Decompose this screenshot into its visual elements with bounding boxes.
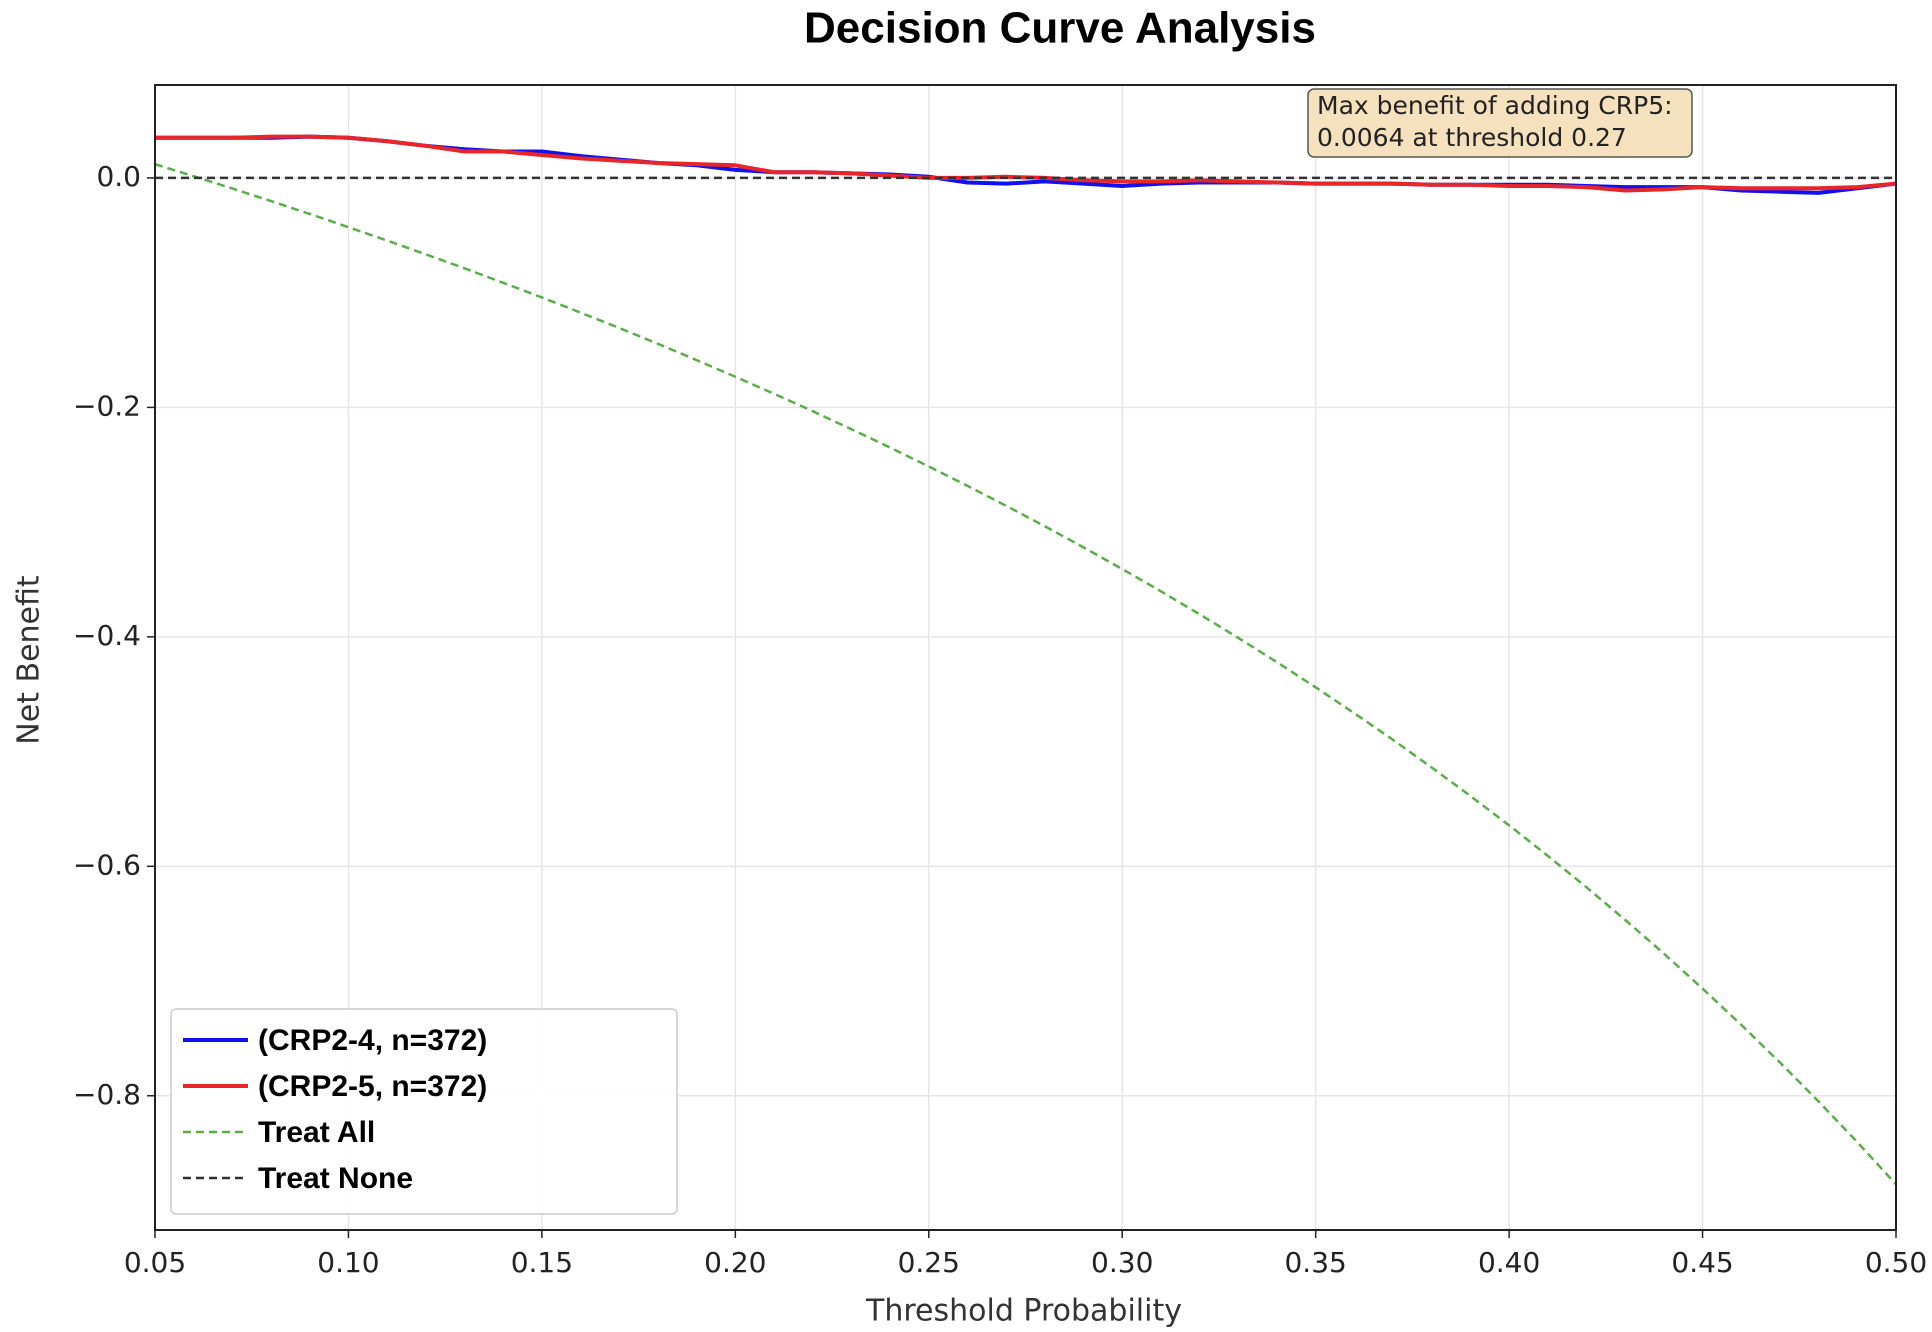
- legend-label: Treat All: [258, 1116, 375, 1149]
- x-tick-label: 0.15: [511, 1246, 573, 1279]
- y-tick-label: −0.2: [73, 389, 141, 422]
- y-tick-label: 0.0: [96, 160, 141, 193]
- y-tick-label: −0.6: [73, 848, 141, 881]
- plot-frame: [154, 84, 1897, 1231]
- annotation-text: Max benefit of adding CRP5:: [1317, 91, 1673, 120]
- x-tick-label: 0.25: [898, 1246, 960, 1279]
- x-axis-label: Threshold Probability: [865, 1294, 1182, 1329]
- y-tick-label: −0.8: [73, 1078, 141, 1111]
- series-line: [155, 134, 1897, 193]
- legend-label: Treat None: [258, 1162, 413, 1195]
- x-tick-label: 0.10: [317, 1246, 379, 1279]
- x-tick-label: 0.05: [124, 1246, 186, 1279]
- x-tick-label: 0.40: [1478, 1246, 1540, 1279]
- y-tick-label: −0.4: [73, 619, 141, 652]
- legend-label: (CRP2-4, n=372): [258, 1024, 487, 1057]
- x-tick-label: 0.50: [1865, 1246, 1927, 1279]
- x-tick-label: 0.20: [704, 1246, 766, 1279]
- legend-box: [170, 1008, 678, 1215]
- legend-label: (CRP2-5, n=372): [258, 1070, 487, 1103]
- annotation-text: 0.0064 at threshold 0.27: [1317, 123, 1627, 152]
- y-axis-label: Net Benefit: [12, 575, 47, 745]
- series-line: [154, 162, 1897, 1186]
- x-tick-label: 0.30: [1091, 1246, 1153, 1279]
- annotation-box: [1307, 88, 1693, 158]
- chart-title: Decision Curve Analysis: [804, 4, 1316, 53]
- x-tick-label: 0.35: [1284, 1246, 1346, 1279]
- x-tick-label: 0.45: [1671, 1246, 1733, 1279]
